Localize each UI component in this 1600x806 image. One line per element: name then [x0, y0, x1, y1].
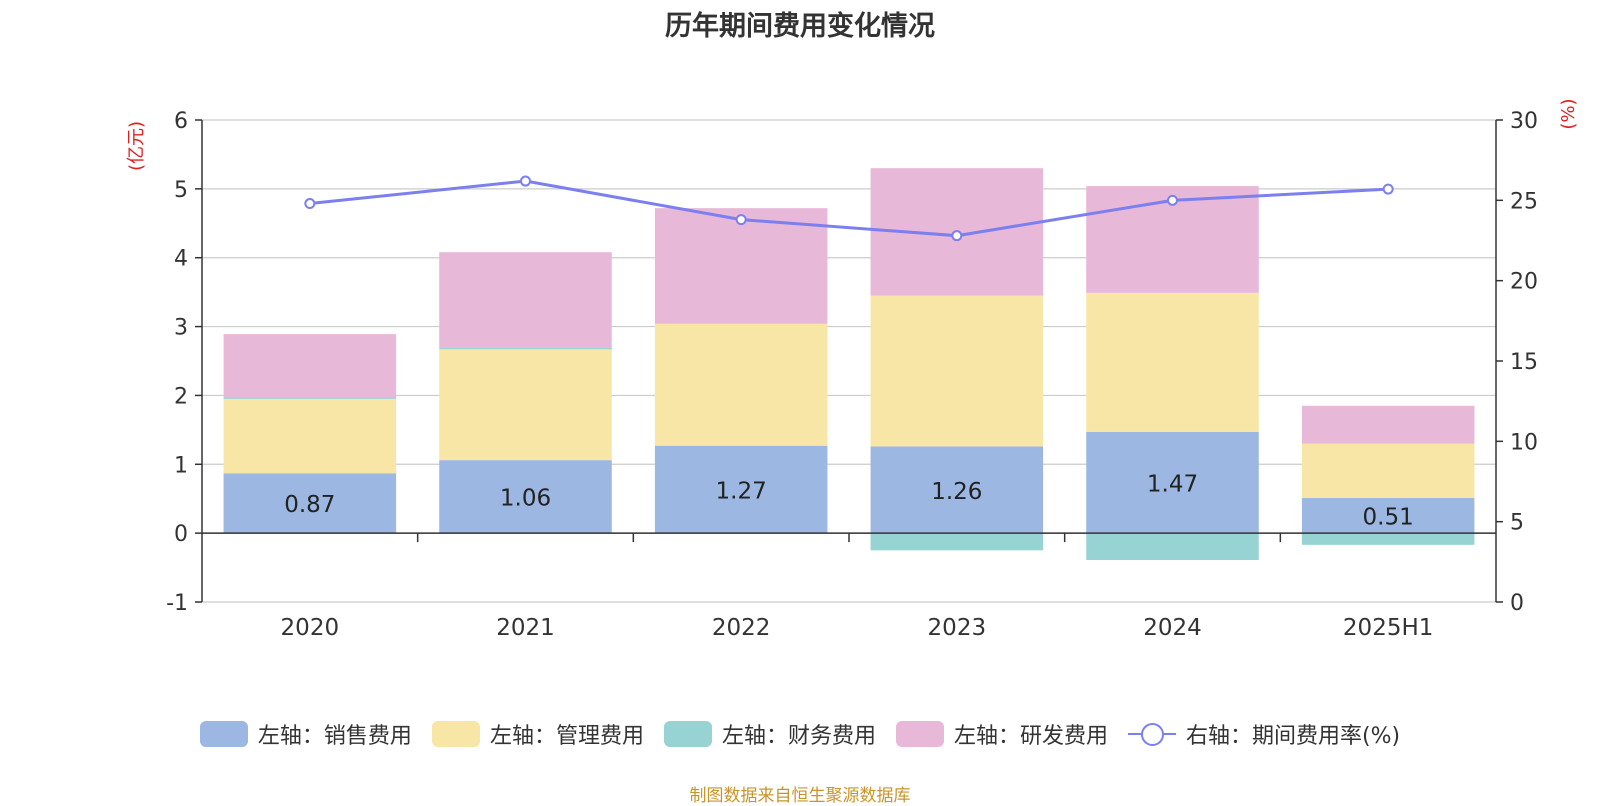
rate-point [304, 198, 316, 210]
rate-point [520, 175, 531, 187]
bar-segment [870, 295, 1044, 447]
bar-segment [1086, 292, 1259, 432]
legend-swatch-rnd [895, 721, 944, 747]
bar-segment [870, 533, 1044, 551]
bar-segment [1301, 443, 1475, 499]
bar-segment [654, 323, 828, 446]
legend-item-rnd[interactable]: 左轴：研发费用 [895, 718, 1108, 750]
right-axis-tick-label: 30 [1510, 109, 1538, 134]
right-axis-tick-label: 15 [1510, 350, 1538, 375]
right-axis-tick-label: 10 [1510, 430, 1538, 455]
right-axis-unit-label: (%) [1558, 98, 1579, 129]
x-axis-category-label: 2024 [1143, 615, 1202, 641]
rate-point [951, 230, 963, 242]
left-axis-tick-label: 2 [174, 384, 188, 409]
source-note: 制图数据来自恒生聚源数据库 [689, 786, 911, 806]
legend-item-sales[interactable]: 左轴：销售费用 [199, 718, 412, 750]
bar-segment [870, 446, 1044, 534]
x-axis-category-label: 2025H1 [1343, 615, 1433, 641]
bar-segment [1301, 405, 1475, 444]
bar-segment [1086, 431, 1259, 534]
bar-segment [654, 208, 828, 324]
bar-segment [1086, 533, 1259, 560]
data-label: 1.06 [500, 486, 551, 512]
right-axis-tick-label: 0 [1510, 591, 1524, 616]
x-axis-category-label: 2022 [712, 615, 771, 641]
legend-item-admin[interactable]: 左轴：管理费用 [431, 718, 644, 750]
bar-segment [654, 445, 828, 534]
data-label: 0.51 [1363, 505, 1414, 531]
data-label: 1.26 [931, 479, 982, 505]
bar-segment [1301, 533, 1475, 545]
bar-segment [1301, 498, 1475, 534]
left-axis-tick-label: 0 [174, 522, 188, 547]
bar-segment [223, 398, 397, 474]
right-axis-tick-label: 5 [1510, 511, 1524, 536]
legend-label-rate: 右轴：期间费用率(%) [1185, 724, 1401, 749]
left-axis-unit-label: (亿元) [126, 121, 147, 171]
rate-point [735, 214, 747, 226]
left-axis-tick-label: 5 [174, 178, 188, 203]
bar-segment [439, 252, 612, 348]
data-label: 1.47 [1147, 472, 1198, 498]
left-axis-tick-label: 6 [174, 109, 188, 134]
legend-item-finance[interactable]: 左轴：财务费用 [663, 718, 876, 750]
data-label: 1.27 [716, 478, 767, 504]
x-axis-category-label: 2020 [281, 615, 340, 641]
chart-title: 历年期间费用变化情况 [665, 11, 935, 42]
legend-swatch-finance [663, 721, 712, 747]
legend-swatch-sales [199, 721, 248, 747]
left-axis-tick-label: 3 [174, 316, 188, 341]
right-axis-tick-label: 25 [1510, 189, 1538, 214]
bar-segment [439, 349, 612, 461]
data-label: 0.87 [284, 492, 335, 518]
legend-label-admin: 左轴：管理费用 [489, 724, 644, 749]
legend-line-rate-icon [1127, 721, 1176, 747]
x-axis-category-label: 2023 [928, 615, 987, 641]
left-axis-tick-label: -1 [166, 591, 188, 616]
legend-label-finance: 左轴：财务费用 [721, 724, 876, 749]
rate-point [1382, 183, 1394, 195]
bar-segment [223, 334, 397, 398]
legend-swatch-admin [431, 721, 480, 747]
bar-segment [223, 473, 397, 534]
left-axis-tick-label: 4 [174, 247, 188, 272]
legend-label-sales: 左轴：销售费用 [257, 724, 412, 749]
bar-segment [439, 347, 612, 350]
right-axis-tick-label: 20 [1510, 270, 1538, 295]
left-axis-tick-label: 1 [174, 453, 188, 478]
rate-line [309, 179, 1389, 238]
x-axis-category-label: 2021 [496, 615, 555, 641]
legend: 左轴：销售费用 左轴：管理费用 左轴：财务费用 左轴：研发费用 右轴：期间费用率… [0, 718, 1600, 750]
legend-label-rnd: 左轴：研发费用 [953, 724, 1108, 749]
rate-point [1167, 194, 1178, 206]
bar-segment [439, 460, 612, 534]
bar-segment [223, 397, 397, 399]
legend-item-rate[interactable]: 右轴：期间费用率(%) [1127, 718, 1401, 750]
